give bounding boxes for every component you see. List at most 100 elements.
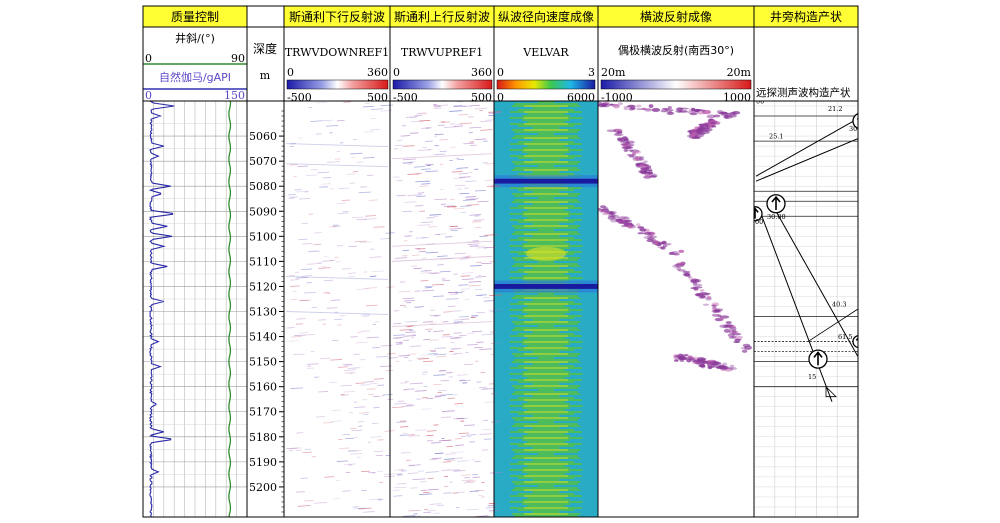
velocity-edge bbox=[577, 323, 598, 325]
up-reflection-mark bbox=[449, 227, 462, 230]
up-reflection-mark bbox=[398, 355, 410, 357]
up-reflection-mark bbox=[419, 493, 432, 496]
velocity-edge bbox=[581, 123, 598, 125]
shear-reflector-mark bbox=[632, 150, 642, 154]
up-reflection-mark bbox=[453, 470, 466, 472]
down-reflection-mark bbox=[297, 165, 309, 168]
shear-reflector-mark bbox=[666, 111, 675, 116]
shear-reflector-mark bbox=[711, 302, 720, 307]
struct-tadpole-arrow bbox=[855, 337, 858, 341]
velocity-core bbox=[524, 449, 568, 451]
velocity-edge bbox=[494, 415, 533, 417]
down-reflection-mark bbox=[289, 285, 300, 287]
velocity-edge bbox=[574, 445, 598, 447]
velocity-edge bbox=[494, 409, 528, 411]
velocity-edge bbox=[494, 147, 523, 149]
up-reflection-mark bbox=[429, 214, 442, 216]
velocity-edge bbox=[494, 155, 511, 157]
velocity-edge bbox=[574, 173, 598, 175]
up-top-max: 360 bbox=[471, 66, 492, 79]
velocity-edge bbox=[581, 335, 598, 337]
depth-tick-label: 5150 bbox=[249, 356, 277, 369]
down-reflection-mark bbox=[315, 101, 327, 104]
velocity-edge bbox=[569, 503, 598, 505]
velocity-edge bbox=[574, 189, 598, 191]
up-reflection-mark bbox=[438, 389, 447, 392]
velocity-edge bbox=[577, 451, 598, 453]
up-reflection-mark bbox=[456, 374, 468, 376]
velocity-edge bbox=[581, 239, 598, 241]
up-reflection-mark bbox=[411, 515, 421, 517]
up-reflection-mark bbox=[433, 233, 447, 236]
depth-tick-label: 5110 bbox=[249, 255, 277, 268]
shear-reflector-mark bbox=[674, 263, 685, 268]
velocity-edge bbox=[574, 333, 598, 335]
down-reflection-mark bbox=[331, 409, 342, 411]
velocity-edge bbox=[564, 249, 598, 251]
shear-top-min: 20m bbox=[601, 66, 626, 79]
shear-reflector-mark bbox=[644, 108, 653, 112]
up-reflection-mark bbox=[401, 405, 415, 407]
velocity-edge bbox=[494, 463, 511, 465]
velocity-edge bbox=[494, 451, 515, 453]
velocity-core bbox=[524, 129, 568, 131]
shear-reflector-mark bbox=[700, 360, 708, 364]
velocity-edge bbox=[494, 139, 533, 141]
velocity-edge bbox=[581, 507, 598, 509]
down-reflection-mark bbox=[338, 187, 349, 189]
down-reflection-mark bbox=[354, 240, 367, 243]
down-reflection-mark bbox=[361, 470, 370, 473]
velocity-edge bbox=[494, 215, 523, 217]
velocity-core bbox=[524, 193, 568, 195]
velocity-edge bbox=[494, 141, 518, 143]
velocity-edge bbox=[564, 153, 598, 155]
struct-dip-line bbox=[755, 138, 858, 182]
up-reflection-mark bbox=[453, 125, 464, 127]
down-reflection-line bbox=[285, 311, 389, 315]
shear-reflector-mark bbox=[741, 349, 748, 353]
velocity-edge bbox=[582, 341, 598, 343]
shear-reflector-mark bbox=[647, 171, 654, 175]
velocity-edge bbox=[580, 321, 598, 323]
shear-reflector-mark bbox=[623, 105, 629, 111]
up-bottom-min: -500 bbox=[393, 91, 418, 104]
velocity-edge bbox=[569, 471, 598, 473]
shear-reflector-mark bbox=[694, 278, 702, 283]
velocity-core bbox=[524, 469, 568, 471]
up-reflection-mark bbox=[480, 262, 492, 265]
velocity-edge bbox=[494, 195, 515, 197]
depth-header-box bbox=[246, 5, 285, 28]
velocity-edge bbox=[553, 485, 598, 487]
velocity-edge bbox=[559, 491, 598, 493]
up-reflection-mark bbox=[459, 122, 472, 125]
velocity-edge bbox=[574, 429, 598, 431]
down-reflection-mark bbox=[331, 420, 342, 422]
velocity-edge bbox=[494, 327, 515, 329]
velocity-edge bbox=[494, 403, 523, 405]
up-reflection-mark bbox=[459, 176, 471, 178]
down-bottom-max: 500 bbox=[367, 91, 388, 104]
down-reflection-mark bbox=[327, 161, 340, 163]
velocity-edge bbox=[494, 367, 511, 369]
velocity-edge bbox=[559, 459, 598, 461]
velocity-edge bbox=[553, 261, 598, 263]
up-reflection-mark bbox=[458, 284, 469, 286]
velocity-edge bbox=[494, 251, 511, 253]
velocity-edge bbox=[569, 407, 598, 409]
struct-dip-line bbox=[759, 211, 833, 402]
velocity-edge bbox=[494, 293, 539, 295]
down-reflection-mark bbox=[387, 357, 399, 359]
velocity-edge bbox=[581, 463, 598, 465]
down-reflection-mark bbox=[296, 318, 306, 320]
up-reflection-mark bbox=[405, 116, 418, 118]
down-reflection-mark bbox=[341, 268, 351, 270]
velocity-edge bbox=[494, 433, 528, 435]
velocity-edge bbox=[494, 417, 512, 419]
down-reflection-mark bbox=[364, 131, 374, 133]
shear-reflector-mark bbox=[699, 358, 707, 360]
depth-tick-label: 5070 bbox=[249, 155, 277, 168]
up-reflection-mark bbox=[468, 281, 482, 283]
struct-triangle bbox=[825, 385, 837, 398]
vel-title: 纵波径向速度成像 bbox=[498, 9, 594, 24]
down-reflection-mark bbox=[318, 391, 329, 393]
